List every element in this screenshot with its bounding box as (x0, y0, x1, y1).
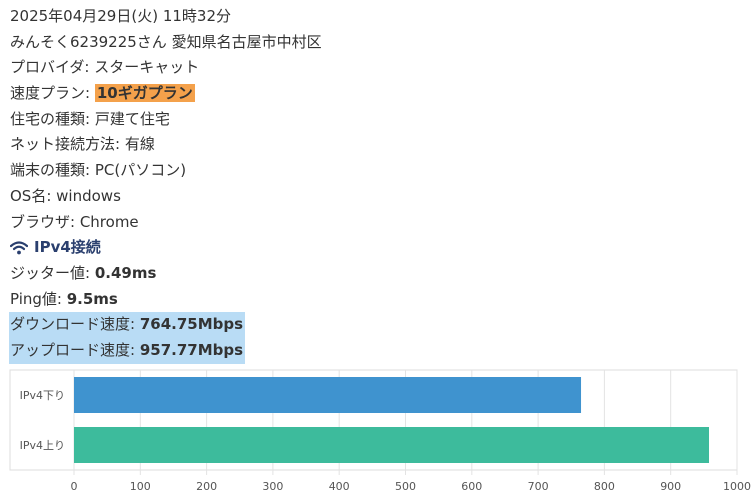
os-label: OS名: (10, 186, 57, 205)
user-location: みんそく6239225さん 愛知県名古屋市中村区 (10, 32, 322, 51)
housing-value: 戸建て住宅 (94, 109, 170, 128)
download-value: 764.75Mbps (139, 315, 244, 334)
category-label: IPv4上り (20, 439, 65, 452)
upload-row: アップロード速度: 957.77Mbps (9, 337, 750, 364)
x-tick-label: 500 (395, 480, 416, 493)
download-highlight: ダウンロード速度: 764.75Mbps (9, 312, 246, 338)
x-tick-label: 800 (594, 480, 615, 493)
x-tick-label: 100 (130, 480, 151, 493)
speed-test-info: 2025年04月29日(火) 11時32分 みんそく6239225さん 愛知県名… (9, 4, 750, 364)
jitter-value: 0.49ms (94, 263, 157, 282)
housing-row: 住宅の種類: 戸建て住宅 (10, 107, 750, 133)
x-tick-label: 700 (528, 480, 549, 493)
device-value: PC(パソコン) (94, 161, 187, 180)
plan-value: 10ギガプラン (94, 84, 195, 103)
browser-row: ブラウザ: Chrome (10, 210, 750, 236)
provider-label: プロバイダ: (10, 58, 95, 77)
bar (74, 377, 582, 413)
browser-label: ブラウザ: (10, 212, 80, 231)
ping-row: Ping値: 9.5ms (10, 287, 750, 313)
download-label: ダウンロード速度: (10, 315, 140, 334)
download-row: ダウンロード速度: 764.75Mbps (9, 312, 750, 338)
x-tick-label: 200 (196, 480, 217, 493)
provider-row: プロバイダ: スターキャット (10, 55, 750, 81)
upload-value: 957.77Mbps (139, 340, 244, 359)
upload-label: アップロード速度: (10, 340, 140, 359)
x-tick-label: 900 (660, 480, 681, 493)
housing-label: 住宅の種類: (10, 109, 95, 128)
wifi-icon (10, 241, 28, 255)
x-tick-label: 1000 (723, 480, 751, 493)
os-row: OS名: windows (10, 184, 750, 210)
jitter-row: ジッター値: 0.49ms (10, 261, 750, 287)
speed-bar-chart: 0 100 200 300 400 500 600 700 800 900 1000 IPv4下り IP… (9, 369, 751, 493)
upload-highlight: アップロード速度: 957.77Mbps (9, 337, 246, 364)
device-label: 端末の種類: (10, 161, 95, 180)
jitter-label: ジッター値: (10, 263, 95, 282)
x-tick-label: 0 (71, 480, 78, 493)
ping-label: Ping値: (10, 289, 67, 308)
device-row: 端末の種類: PC(パソコン) (10, 158, 750, 184)
provider-value: スターキャット (94, 58, 200, 77)
os-value: windows (56, 186, 121, 205)
x-tick-label: 300 (262, 480, 283, 493)
x-tick-label: 400 (329, 480, 350, 493)
ping-value: 9.5ms (66, 289, 118, 308)
connection-label: ネット接続方法: (10, 135, 125, 154)
ipv4-heading: IPv4接続 (10, 235, 750, 261)
test-datetime: 2025年04月29日(火) 11時32分 (10, 7, 231, 25)
browser-value: Chrome (79, 212, 139, 231)
plan-label: 速度プラン: (10, 84, 95, 103)
category-label: IPv4下り (20, 389, 65, 402)
plan-row: 速度プラン: 10ギガプラン (10, 81, 750, 107)
connection-value: 有線 (124, 135, 155, 154)
ipv4-heading-label: IPv4接続 (34, 238, 101, 257)
x-tick-label: 600 (461, 480, 482, 493)
bar (74, 427, 710, 463)
connection-row: ネット接続方法: 有線 (10, 132, 750, 158)
